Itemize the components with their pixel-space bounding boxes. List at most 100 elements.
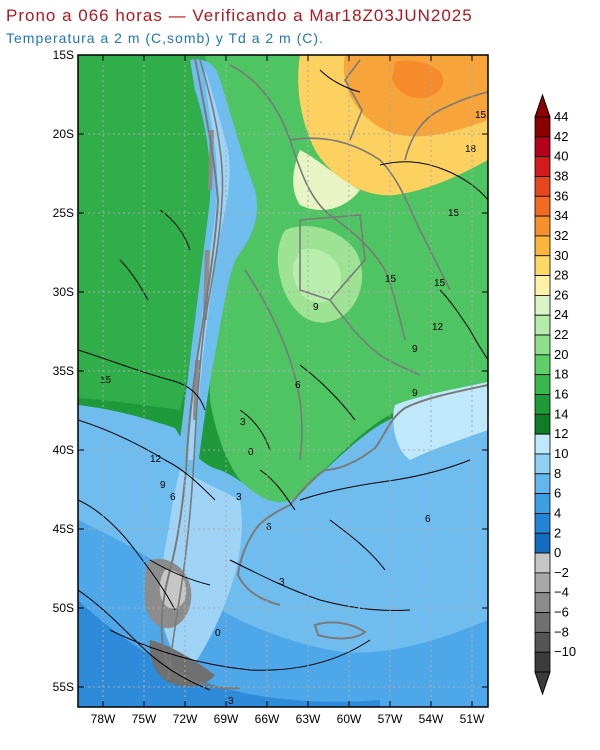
- colorbar-top-arrow: [534, 93, 551, 118]
- colorbar-swatch: [534, 612, 551, 633]
- colorbar-label: 6: [554, 486, 561, 501]
- coastline: [160, 57, 488, 690]
- cold-ocean-deeper: [78, 600, 380, 707]
- lon-label: 54W: [419, 712, 444, 726]
- contour-label: 15: [434, 278, 446, 289]
- colorbar-swatch: [534, 374, 551, 395]
- colorbar-label: 2: [554, 525, 561, 540]
- colorbar-label: −6: [554, 605, 569, 620]
- colorbar-swatch: [534, 572, 551, 594]
- longitude-axis: 78W 75W 72W 69W 66W 63W 60W 57W 54W 51W: [91, 55, 485, 726]
- contour-label: 0: [248, 447, 254, 458]
- contour-labels: 15 18 15 15 15 9 12 9 9 15 12 9 6 3 6 6 …: [100, 110, 487, 707]
- colorbar-swatch: [534, 493, 551, 514]
- colorbar-label: 40: [554, 149, 568, 164]
- contour-label: 9: [160, 480, 166, 491]
- lon-label: 69W: [214, 712, 239, 726]
- contour-label: 18: [465, 144, 477, 155]
- pacific-warm-band: [78, 55, 211, 410]
- colorbar-label: 24: [554, 307, 568, 322]
- colorbar-label: 18: [554, 367, 568, 382]
- pale-zone-north: [293, 150, 360, 210]
- dewpoint-contours: [78, 69, 488, 691]
- colorbar-swatch: [534, 156, 551, 177]
- colorbar-swatch: [534, 651, 551, 673]
- contour-label: 0: [215, 628, 221, 639]
- colorbar-swatch: [534, 294, 551, 316]
- lat-label: 50S: [53, 601, 74, 615]
- colorbar-swatch: [534, 354, 551, 376]
- colorbar-label: 44: [554, 109, 568, 124]
- contour-label: 15: [385, 274, 397, 285]
- colorbar-label: 38: [554, 168, 568, 183]
- atlantic-cool-tongue: [393, 382, 488, 460]
- lon-label: 60W: [337, 712, 362, 726]
- contour-label: 9: [313, 302, 319, 313]
- lon-label: 72W: [173, 712, 198, 726]
- map-subtitle: Temperatura a 2 m (C,somb) y Td a 2 m (C…: [6, 30, 324, 46]
- colorbar-swatch: [534, 275, 551, 296]
- colorbar-swatch: [534, 255, 551, 276]
- colorbar-swatch: [534, 334, 551, 356]
- colorbar-bottom-arrow: [534, 671, 551, 696]
- colorbar-swatch: [534, 433, 551, 455]
- colorbar-swatch: [534, 195, 551, 217]
- colorbar-swatch: [534, 592, 551, 613]
- colorbar-label: 42: [554, 129, 568, 144]
- lon-label: 51W: [460, 712, 485, 726]
- graticule: [78, 55, 488, 707]
- colorbar-swatch: [534, 513, 551, 534]
- colorbar-swatch: [534, 413, 551, 435]
- contour-label: 6: [425, 514, 431, 525]
- colorbar-swatch: [534, 473, 551, 495]
- colorbar-swatch: [534, 235, 551, 257]
- colorbar-label: 20: [554, 347, 568, 362]
- lat-label: 45S: [53, 522, 74, 536]
- contour-label: 3: [240, 417, 246, 428]
- colorbar-label: 28: [554, 268, 568, 283]
- contour-label: 3: [236, 492, 242, 503]
- colorbar-swatch: [534, 631, 551, 653]
- contour-label: 15: [475, 110, 487, 121]
- colorbar-label: −8: [554, 624, 569, 639]
- contour-label: 9: [412, 344, 418, 355]
- contour-label: 9: [412, 388, 418, 399]
- colorbar-swatch: [534, 176, 551, 197]
- lon-label: 63W: [296, 712, 321, 726]
- colorbar-swatch: [534, 394, 551, 415]
- colorbar-swatch: [534, 314, 551, 336]
- colorbar-label: 34: [554, 208, 568, 223]
- colorbar-swatch: [534, 453, 551, 475]
- contour-label: 15: [100, 375, 112, 386]
- latitude-axis: 15S 20S 25S 30S 35S 40S 45S 50S 55S: [53, 48, 488, 694]
- colorbar-label: −4: [554, 585, 569, 600]
- lon-label: 75W: [132, 712, 157, 726]
- colorbar-label: −10: [554, 644, 576, 659]
- contour-label: 6: [295, 380, 301, 391]
- lat-label: 25S: [53, 206, 74, 220]
- colorbar-swatch: [534, 136, 551, 158]
- colorbar-label: 22: [554, 327, 568, 342]
- contour-label: 6: [170, 492, 176, 503]
- lat-label: 15S: [53, 48, 74, 62]
- map-frame: [77, 54, 489, 708]
- lat-label: 55S: [53, 680, 74, 694]
- lon-label: 78W: [91, 712, 116, 726]
- subzero-spot-3: [149, 640, 215, 687]
- colorbar-label: 4: [554, 505, 561, 520]
- colorbar-label: 36: [554, 188, 568, 203]
- colorbar-swatch: [534, 532, 551, 554]
- colorbar-label: 26: [554, 287, 568, 302]
- colorbar-swatch: [534, 116, 551, 138]
- colorbar-label: 12: [554, 426, 568, 441]
- lat-label: 30S: [53, 285, 74, 299]
- colorbar-label: 8: [554, 466, 561, 481]
- very-warm-spot: [392, 60, 444, 99]
- contour-label: 3: [279, 577, 285, 588]
- colorbar-label: 32: [554, 228, 568, 243]
- contour-label: 12: [432, 322, 444, 333]
- andes-grey-ridge: [193, 130, 214, 420]
- colorbar-label: 16: [554, 387, 568, 402]
